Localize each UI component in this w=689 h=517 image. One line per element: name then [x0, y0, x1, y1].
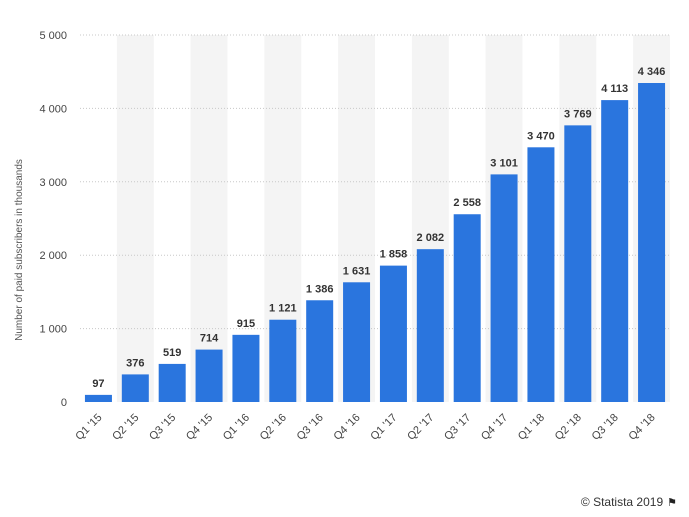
bar[interactable] — [158, 363, 186, 402]
data-label: 1 858 — [380, 249, 408, 261]
data-label: 376 — [126, 357, 144, 369]
y-axis: 0 1 000 2 000 3 000 4 000 5 000 — [39, 30, 67, 409]
source-credit[interactable]: © Statista 2019 ⚑ — [581, 495, 677, 509]
credit-text: © Statista 2019 — [580, 495, 664, 509]
bar[interactable] — [269, 319, 297, 402]
data-label: 2 558 — [453, 197, 481, 209]
bar[interactable] — [195, 349, 223, 402]
data-label: 3 769 — [564, 108, 592, 120]
data-label: 1 386 — [306, 283, 334, 295]
bar[interactable] — [232, 334, 260, 402]
bar[interactable] — [638, 83, 666, 402]
bar[interactable] — [490, 174, 518, 402]
y-axis-label: Number of paid subscribers in thousands — [14, 159, 25, 341]
y-tick-label: 5 000 — [39, 30, 67, 42]
data-label: 714 — [200, 333, 219, 345]
bar[interactable] — [564, 125, 592, 402]
bar[interactable] — [343, 282, 371, 402]
bar[interactable] — [379, 265, 407, 402]
grid-lines — [80, 34, 670, 330]
data-label: 4 346 — [638, 66, 666, 78]
x-tick-label: Q3 '17 — [442, 412, 473, 443]
data-label: 3 101 — [490, 157, 518, 169]
x-tick-label: Q1 '15 — [73, 412, 104, 443]
x-tick-label: Q1 '16 — [221, 412, 252, 443]
data-label: 97 — [92, 378, 104, 390]
bar[interactable] — [527, 147, 555, 402]
x-tick-label: Q4 '17 — [479, 412, 510, 443]
flag-icon[interactable]: ⚑ — [667, 496, 677, 509]
x-tick-label: Q1 '17 — [368, 412, 399, 443]
data-labels: 97 376 519 714 915 1 121 1 386 1 631 1 858 2 082 2… — [92, 66, 665, 390]
bar[interactable] — [121, 374, 149, 402]
x-tick-label: Q4 '15 — [184, 412, 215, 443]
x-tick-label: Q3 '15 — [147, 412, 178, 443]
x-tick-label: Q3 '16 — [295, 412, 326, 443]
bars — [84, 83, 666, 402]
y-tick-label: 0 — [61, 397, 67, 409]
bar[interactable] — [306, 300, 334, 402]
bar[interactable] — [601, 100, 629, 402]
background-band — [116, 35, 154, 402]
x-axis: Q1 '15 Q2 '15 Q3 '15 Q4 '15 Q1 '16 Q2 '16 Q3 '… — [73, 412, 657, 443]
data-label: 4 113 — [601, 83, 628, 95]
background-band — [190, 35, 228, 402]
x-tick-label: Q2 '15 — [110, 412, 141, 443]
data-label: 2 082 — [417, 232, 445, 244]
data-label: 519 — [163, 347, 181, 359]
bar[interactable] — [84, 394, 112, 402]
data-label: 1 631 — [343, 265, 371, 277]
x-tick-label: Q1 '18 — [516, 412, 547, 443]
x-tick-label: Q2 '17 — [405, 412, 436, 443]
bar[interactable] — [416, 249, 444, 402]
x-tick-label: Q2 '18 — [553, 412, 584, 443]
y-tick-label: 1 000 — [39, 324, 67, 336]
x-tick-label: Q4 '18 — [627, 412, 658, 443]
y-tick-label: 4 000 — [39, 103, 67, 115]
y-tick-label: 3 000 — [39, 177, 67, 189]
data-label: 1 121 — [269, 303, 297, 315]
x-tick-label: Q2 '16 — [258, 412, 289, 443]
x-tick-label: Q4 '16 — [332, 412, 363, 443]
x-tick-label: Q3 '18 — [590, 412, 621, 443]
y-tick-label: 2 000 — [39, 250, 67, 262]
bar[interactable] — [453, 214, 481, 402]
data-label: 915 — [237, 318, 255, 330]
data-label: 3 470 — [527, 130, 555, 142]
